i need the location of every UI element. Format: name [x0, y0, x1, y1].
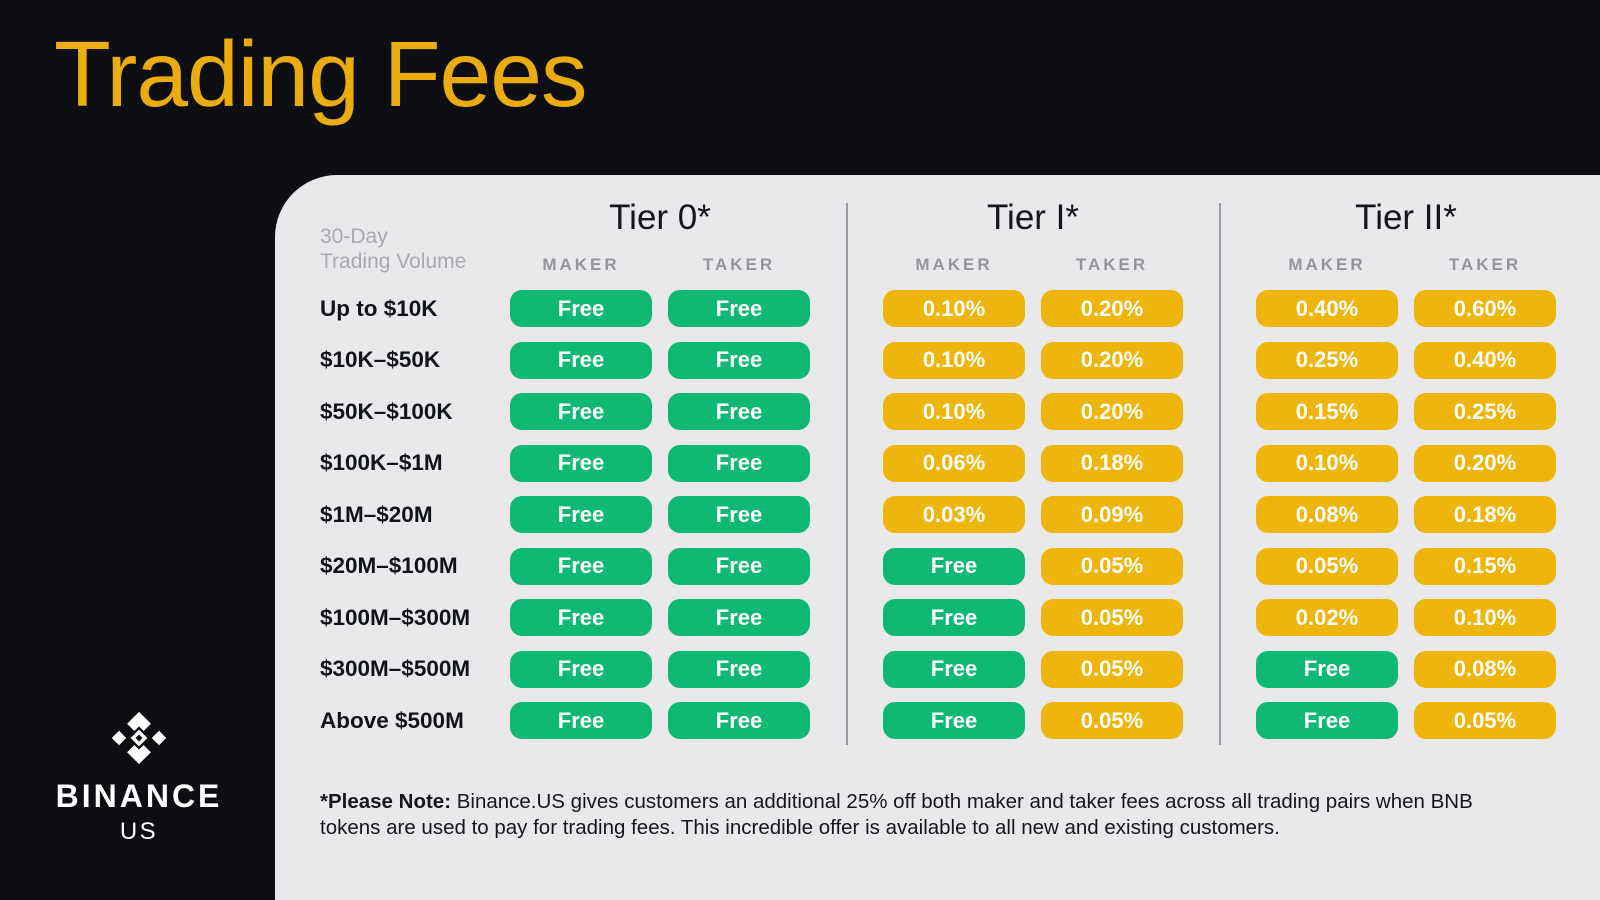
fee-pill: Free [668, 290, 810, 328]
fee-pill: 0.06% [883, 444, 1025, 482]
fee-pill: 0.40% [1256, 290, 1398, 328]
fee-pill: 0.10% [883, 290, 1025, 328]
fee-pill: Free [883, 650, 1025, 688]
fee-pill: Free [510, 393, 652, 431]
fee-pill: Free [510, 650, 652, 688]
row-label: $1M–$20M [320, 501, 433, 527]
fee-pill: Free [510, 702, 652, 740]
tier-1-maker-label: MAKER [915, 255, 993, 274]
fee-pill: Free [883, 702, 1025, 740]
fee-pill: 0.25% [1256, 341, 1398, 379]
fee-pill: Free [1256, 650, 1398, 688]
fee-pill: 0.10% [1256, 444, 1398, 482]
fee-pill: 0.18% [1041, 444, 1183, 482]
fees-table: 30-Day Trading Volume Tier 0* Tier I* Ti… [320, 198, 1556, 747]
fee-pill: 0.20% [1041, 290, 1183, 328]
fee-pill: 0.08% [1414, 650, 1556, 688]
row-label: $10K–$50K [320, 347, 441, 373]
fee-pill: Free [883, 599, 1025, 637]
fee-pill: 0.05% [1256, 547, 1398, 585]
tier-1-title: Tier I* [986, 198, 1080, 237]
fee-pill: 0.20% [1041, 341, 1183, 379]
fee-pill: 0.05% [1041, 547, 1183, 585]
fee-pill: Free [510, 444, 652, 482]
fees-panel: 30-Day Trading Volume Tier 0* Tier I* Ti… [275, 175, 1600, 900]
row-label: Up to $10K [320, 295, 438, 321]
fee-pill: 0.40% [1414, 341, 1556, 379]
fee-pill: 0.08% [1256, 496, 1398, 534]
fee-pill: 0.05% [1041, 599, 1183, 637]
tier-divider [845, 203, 848, 745]
page-title: Trading Fees [54, 22, 587, 126]
fee-pill: Free [510, 599, 652, 637]
tier-0-title: Tier 0* [609, 198, 711, 237]
fee-pill: 0.05% [1414, 702, 1556, 740]
row-label: $50K–$100K [320, 398, 453, 424]
volume-column-header: 30-Day Trading Volume [320, 224, 510, 283]
brand-name: BINANCE [55, 778, 223, 814]
fee-pill: 0.18% [1414, 496, 1556, 534]
brand-lockup: BINANCE US [46, 708, 232, 846]
fee-pill: Free [668, 341, 810, 379]
row-label: $100K–$1M [320, 450, 443, 476]
fee-pill: 0.25% [1414, 393, 1556, 431]
brand-sub: US [119, 818, 159, 845]
row-label: $300M–$500M [320, 656, 471, 682]
tier-1-taker-label: TAKER [1075, 255, 1149, 274]
fee-pill: 0.03% [883, 496, 1025, 534]
fee-pill: 0.09% [1041, 496, 1183, 534]
fee-pill: Free [668, 393, 810, 431]
fee-pill: Free [668, 496, 810, 534]
footnote: *Please Note: Binance.US gives customers… [320, 789, 1530, 841]
row-label: $20M–$100M [320, 553, 458, 579]
fee-pill: 0.05% [1041, 650, 1183, 688]
volume-header-line2: Trading Volume [320, 250, 467, 274]
tier-divider [1218, 203, 1221, 745]
tier-0-taker-label: TAKER [702, 255, 776, 274]
row-label: Above $500M [320, 707, 464, 733]
fee-pill: Free [668, 547, 810, 585]
volume-header-line1: 30-Day [320, 224, 388, 248]
fee-pill: 0.10% [1414, 599, 1556, 637]
tier-2-taker-label: TAKER [1448, 255, 1522, 274]
footnote-bold: *Please Note: [320, 790, 452, 813]
fee-pill: Free [668, 650, 810, 688]
row-label: $100M–$300M [320, 604, 471, 630]
fee-pill: 0.10% [883, 393, 1025, 431]
fee-pill: Free [668, 702, 810, 740]
fee-pill: 0.10% [883, 341, 1025, 379]
fee-pill: Free [510, 496, 652, 534]
fee-pill: 0.02% [1256, 599, 1398, 637]
fee-pill: 0.60% [1414, 290, 1556, 328]
tier-2-title: Tier II* [1355, 198, 1457, 237]
binance-logo-icon [111, 711, 167, 765]
fee-pill: 0.20% [1041, 393, 1183, 431]
fee-pill: 0.20% [1414, 444, 1556, 482]
fee-pill: Free [668, 444, 810, 482]
fee-pill: Free [883, 547, 1025, 585]
fee-pill: Free [1256, 702, 1398, 740]
fee-pill: Free [668, 599, 810, 637]
tier-0-maker-label: MAKER [542, 255, 620, 274]
fee-pill: Free [510, 341, 652, 379]
fee-pill: 0.05% [1041, 702, 1183, 740]
fee-pill: Free [510, 290, 652, 328]
footnote-text: Binance.US gives customers an additional… [320, 790, 1473, 840]
tier-2-maker-label: MAKER [1288, 255, 1366, 274]
fee-pill: 0.15% [1414, 547, 1556, 585]
fee-pill: Free [510, 547, 652, 585]
fee-pill: 0.15% [1256, 393, 1398, 431]
